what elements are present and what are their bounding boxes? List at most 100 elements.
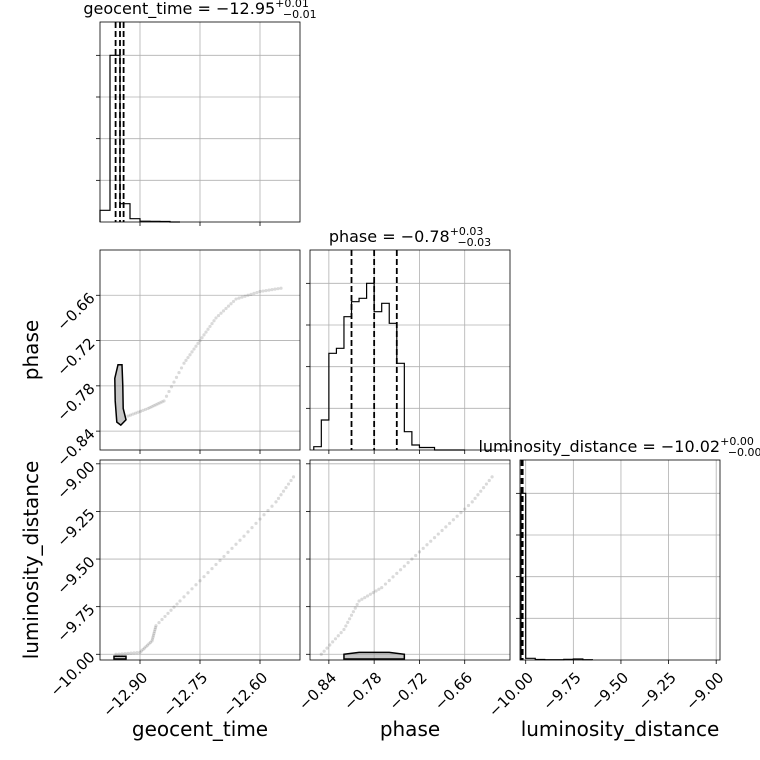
geocent_time_luminosity_distance-sample xyxy=(169,608,173,612)
phase_luminosity_distance-sample xyxy=(473,496,477,500)
geocent_time_luminosity_distance-sample xyxy=(141,647,145,652)
luminosity_distance-ytick-label: −10.00 xyxy=(47,648,99,700)
geocent_time_luminosity_distance-sample xyxy=(152,631,156,635)
phase_luminosity_distance-sample xyxy=(365,594,370,598)
geocent_time_luminosity_distance-sample xyxy=(114,652,118,656)
geocent_time-vs-luminosity_distance-axes-frame xyxy=(99,459,301,661)
geocent_time_phase-sample xyxy=(184,358,188,362)
phase-ytick-label: −0.66 xyxy=(53,289,98,334)
phase_luminosity_distance-sample xyxy=(440,528,444,533)
geocent_time_luminosity_distance-contour xyxy=(113,655,127,660)
geocent_time_phase-sample xyxy=(154,403,158,407)
geocent_time_luminosity_distance-sample xyxy=(222,554,226,559)
phase_luminosity_distance-sample xyxy=(398,568,403,572)
geocent_time-xtick-label: −12.60 xyxy=(219,669,271,721)
geocent_time_luminosity_distance-sample xyxy=(238,538,242,542)
geocent_time_phase-sample xyxy=(234,297,238,301)
phase_luminosity_distance-sample xyxy=(484,482,489,486)
phase_luminosity_distance-sample xyxy=(368,592,372,596)
geocent_time_phase-contour xyxy=(114,363,127,427)
geocent_time_phase-sample xyxy=(231,299,236,304)
geocent_time_phase-sample xyxy=(255,290,259,295)
phase_luminosity_distance-sample xyxy=(351,610,355,614)
geocent_time_luminosity_distance-sample xyxy=(178,599,182,603)
geocent_time_luminosity_distance-sample xyxy=(120,652,124,656)
geocent_time_phase-sample xyxy=(158,401,162,405)
geocent_time_phase-sample xyxy=(240,295,244,299)
phase_luminosity_distance-sample xyxy=(406,561,410,565)
phase-ytick-label: −0.72 xyxy=(53,334,98,379)
phase-yaxis-label: phase xyxy=(19,320,43,380)
phase_luminosity_distance-sample xyxy=(470,500,474,504)
geocent_time_phase-sample xyxy=(196,341,200,345)
geocent_time_phase-sample xyxy=(214,316,218,320)
geocent_time_luminosity_distance-sample xyxy=(194,583,198,587)
geocent_time_phase-sample xyxy=(219,311,223,315)
geocent_time_luminosity_distance-sample xyxy=(175,602,179,606)
phase_luminosity_distance-sample xyxy=(325,646,329,650)
geocent_time_luminosity_distance-sample xyxy=(145,643,150,647)
phase_luminosity_distance-sample xyxy=(402,564,406,568)
phase-xtick-label: −0.72 xyxy=(386,669,431,714)
geocent_time_luminosity_distance-sample xyxy=(262,513,266,517)
phase_luminosity_distance-sample xyxy=(353,606,357,610)
geocent_time_luminosity_distance-sample xyxy=(279,493,283,497)
phase-hist-axes-frame xyxy=(309,249,511,451)
phase_luminosity_distance-sample xyxy=(322,649,326,653)
geocent_time_luminosity_distance-sample xyxy=(230,546,234,550)
phase-vs-luminosity_distance-axes-frame xyxy=(309,459,511,661)
geocent_time-title: geocent_time = −12.95+0.01 −0.01 xyxy=(83,0,316,21)
phase_luminosity_distance-sample xyxy=(342,627,346,632)
phase_luminosity_distance-sample xyxy=(383,582,388,586)
phase_luminosity_distance-sample xyxy=(380,586,384,590)
geocent_time_phase-sample xyxy=(177,371,181,375)
geocent_time_luminosity_distance-sample xyxy=(148,640,153,644)
phase_luminosity_distance-sample xyxy=(490,475,494,479)
geocent_time_phase-sample xyxy=(198,338,202,343)
phase_luminosity_distance-contour xyxy=(343,651,406,660)
phase-ytick-label: −0.78 xyxy=(53,380,98,425)
geocent_time_phase-sample xyxy=(258,289,262,294)
phase_luminosity_distance-sample xyxy=(374,589,378,593)
geocent_time_luminosity_distance-sample xyxy=(270,504,274,508)
phase_luminosity_distance-sample xyxy=(355,602,359,607)
geocent_time_phase-sample xyxy=(216,313,221,318)
geocent_time_phase-sample xyxy=(276,287,280,291)
phase-xtick-label: −0.84 xyxy=(295,669,340,714)
geocent_time_phase-sample xyxy=(152,404,156,408)
phase_luminosity_distance-sample xyxy=(466,503,471,508)
phase_luminosity_distance-sample xyxy=(360,597,364,601)
geocent_time_luminosity_distance-sample xyxy=(172,605,176,609)
geocent_time-xtick-label: −12.90 xyxy=(99,669,151,721)
phase_luminosity_distance-density-fill xyxy=(343,652,405,660)
geocent_time_phase-sample xyxy=(202,333,206,337)
geocent_time_luminosity_distance-sample xyxy=(166,611,170,615)
geocent_time_luminosity_distance-sample xyxy=(147,642,151,646)
phase_luminosity_distance-sample xyxy=(391,575,395,579)
luminosity_distance-xtick-label: −9.75 xyxy=(539,669,584,714)
geocent_time_phase-sample xyxy=(267,288,271,292)
luminosity_distance-ytick-label: −9.25 xyxy=(53,505,98,550)
phase_luminosity_distance-sample xyxy=(395,571,399,575)
geocent_time_luminosity_distance-sample xyxy=(258,517,262,521)
geocent_time_phase-sample xyxy=(156,402,160,406)
geocent_time_phase-sample xyxy=(128,413,133,417)
phase_luminosity_distance-sample xyxy=(448,521,452,525)
luminosity_distance-ytick-label: −9.75 xyxy=(53,600,98,645)
geocent_time_luminosity_distance-sample xyxy=(153,626,158,630)
geocent_time-histogram xyxy=(99,54,180,223)
phase_luminosity_distance-sample xyxy=(349,613,354,617)
phase-histogram xyxy=(313,282,465,451)
phase_luminosity_distance-sample xyxy=(463,507,467,511)
phase_luminosity_distance-sample xyxy=(336,634,340,638)
geocent_time_luminosity_distance-sample xyxy=(276,496,281,500)
geocent_time_luminosity_distance-sample xyxy=(214,562,218,567)
phase_luminosity_distance-sample xyxy=(414,553,418,558)
geocent_time_luminosity_distance-sample xyxy=(151,633,156,637)
geocent_time_phase-sample xyxy=(192,347,196,351)
geocent_time_phase-sample xyxy=(206,327,210,331)
geocent_time_phase-sample xyxy=(190,350,194,354)
phase_luminosity_distance-sample xyxy=(339,631,343,635)
phase_luminosity_distance-sample xyxy=(481,486,486,490)
